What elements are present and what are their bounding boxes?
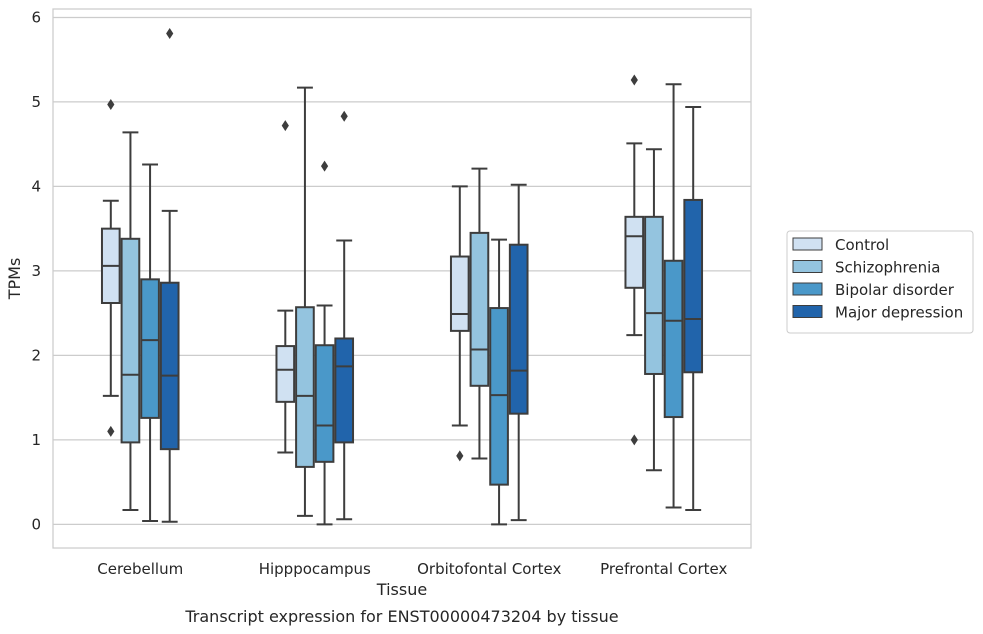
y-tick-label: 0 <box>31 515 41 533</box>
outlier-point <box>630 74 638 86</box>
box-body <box>120 237 141 444</box>
legend: Control Schizophrenia Bipolar disorder Majo… <box>786 230 974 334</box>
y-tick-label: 1 <box>31 431 41 449</box>
box-1-0 <box>120 131 141 511</box>
outlier-point <box>456 450 464 462</box>
box-2-0 <box>140 163 160 522</box>
box-body <box>683 198 704 374</box>
box-0-2 <box>449 185 470 462</box>
box-0-3 <box>624 74 645 446</box>
box-0-1 <box>275 120 296 454</box>
x-tick-label: Prefrontal Cortex <box>600 560 727 578</box>
box-3-3 <box>683 106 704 511</box>
legend-swatch <box>792 260 823 273</box>
outlier-point <box>107 425 115 437</box>
box-body <box>644 215 664 375</box>
box-body <box>663 259 684 419</box>
legend-label: Control <box>835 236 889 254</box>
box-body <box>159 281 180 451</box>
outlier-point <box>630 434 638 446</box>
y-tick-label: 3 <box>31 262 41 280</box>
box-2-2 <box>489 238 509 526</box>
box-body <box>624 215 645 289</box>
x-tick-label: Cerebellum <box>97 560 183 578</box>
legend-swatch <box>792 237 823 251</box>
outlier-point <box>166 28 174 39</box>
box-body <box>449 255 470 332</box>
y-tick-label: 2 <box>31 346 41 364</box>
box-1-3 <box>644 148 664 472</box>
x-tick-labels: Cerebellum Hipppocampus Orbitofontal Corte… <box>97 560 727 578</box>
box-body <box>334 337 355 444</box>
y-tick-label: 6 <box>31 8 41 26</box>
box-body <box>275 345 296 403</box>
box-2-1 <box>314 160 335 526</box>
legend-label: Schizophrenia <box>835 259 940 277</box>
box-0-0 <box>100 98 121 437</box>
box-3-2 <box>508 183 529 522</box>
outlier-point <box>281 120 289 132</box>
y-tick-label: 4 <box>31 177 41 195</box>
boxes <box>100 28 704 526</box>
outlier-point <box>320 160 329 172</box>
box-body <box>489 307 509 486</box>
box-1-1 <box>295 86 315 517</box>
legend-label: Major depression <box>835 304 963 322</box>
chart-caption: Transcript expression for ENST0000047320… <box>184 607 618 626</box>
legend-swatch <box>792 305 823 318</box>
y-tick-label: 5 <box>31 93 41 111</box>
legend-swatch <box>792 282 823 296</box>
legend-frame <box>786 230 974 334</box>
x-tick-label: Hipppocampus <box>259 560 371 578</box>
box-1-2 <box>469 167 490 460</box>
box-body <box>508 243 529 415</box>
box-3-1 <box>334 110 355 521</box>
outlier-point <box>107 98 115 110</box>
x-tick-label: Orbitofontal Cortex <box>417 560 561 578</box>
box-body <box>295 306 315 468</box>
box-2-3 <box>663 83 684 509</box>
box-body <box>314 344 335 463</box>
legend-label: Bipolar disorder <box>835 281 955 299</box>
box-body <box>140 278 160 419</box>
box-3-0 <box>159 28 180 523</box>
outlier-point <box>340 110 348 122</box>
plot-frame <box>52 8 752 549</box>
y-tick-labels: 0 1 2 3 4 5 6 <box>31 8 41 533</box>
box-body <box>469 231 490 387</box>
y-axis-title: TPMs <box>5 258 24 301</box>
x-axis-title: Tissue <box>376 580 427 599</box>
